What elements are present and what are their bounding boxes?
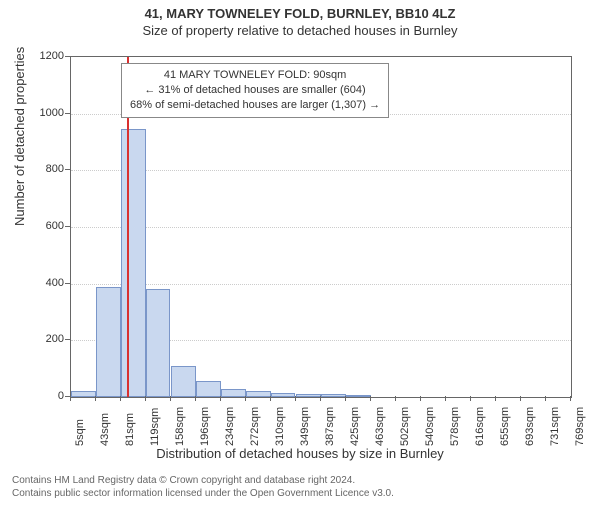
histogram-bar [96, 287, 121, 398]
histogram-bar [346, 395, 371, 397]
xtick-label: 158sqm [174, 407, 186, 446]
xtick-label: 5sqm [74, 419, 86, 446]
histogram-bar [71, 391, 96, 397]
xtick-label: 349sqm [299, 407, 311, 446]
ytick-mark [65, 169, 70, 170]
histogram-bar [246, 391, 271, 397]
gridline-h [71, 227, 571, 228]
ytick-mark [65, 339, 70, 340]
xtick-label: 234sqm [224, 407, 236, 446]
histogram-bar [271, 393, 296, 397]
xtick-mark [370, 396, 371, 401]
xtick-mark [495, 396, 496, 401]
xtick-mark [470, 396, 471, 401]
ytick-label: 0 [58, 390, 64, 402]
ytick-label: 600 [46, 220, 64, 232]
xtick-label: 540sqm [424, 407, 436, 446]
histogram-bar [121, 129, 146, 397]
footer-credits: Contains HM Land Registry data © Crown c… [12, 474, 394, 500]
xtick-label: 578sqm [449, 407, 461, 446]
ytick-mark [65, 226, 70, 227]
annotation-line-1: 41 MARY TOWNELEY FOLD: 90sqm [130, 68, 380, 83]
ytick-mark [65, 283, 70, 284]
xtick-mark [445, 396, 446, 401]
histogram-bar [171, 366, 196, 397]
ytick-mark [65, 113, 70, 114]
xtick-label: 425sqm [349, 407, 361, 446]
ytick-label: 800 [46, 163, 64, 175]
xtick-mark [570, 396, 571, 401]
x-axis-label: Distribution of detached houses by size … [0, 446, 600, 461]
xtick-label: 731sqm [549, 407, 561, 446]
xtick-mark [95, 396, 96, 401]
ytick-label: 400 [46, 277, 64, 289]
ytick-mark [65, 56, 70, 57]
ytick-label: 200 [46, 333, 64, 345]
xtick-label: 463sqm [374, 407, 386, 446]
ytick-label: 1000 [40, 107, 64, 119]
xtick-mark [120, 396, 121, 401]
xtick-mark [70, 396, 71, 401]
xtick-mark [420, 396, 421, 401]
footer-line-2: Contains public sector information licen… [12, 487, 394, 500]
gridline-h [71, 284, 571, 285]
xtick-label: 693sqm [524, 407, 536, 446]
xtick-mark [320, 396, 321, 401]
histogram-bar [221, 389, 246, 398]
xtick-label: 502sqm [399, 407, 411, 446]
xtick-mark [520, 396, 521, 401]
xtick-label: 769sqm [574, 407, 586, 446]
xtick-mark [395, 396, 396, 401]
histogram-bar [196, 381, 221, 397]
annotation-box: 41 MARY TOWNELEY FOLD: 90sqm ← 31% of de… [121, 63, 389, 118]
histogram-bar [321, 394, 346, 397]
ytick-label: 1200 [40, 50, 64, 62]
xtick-mark [295, 396, 296, 401]
xtick-label: 616sqm [474, 407, 486, 446]
annotation-line-2: ← 31% of detached houses are smaller (60… [130, 83, 380, 98]
xtick-label: 43sqm [99, 413, 111, 446]
xtick-mark [270, 396, 271, 401]
histogram-bar [296, 394, 321, 397]
footer-line-1: Contains HM Land Registry data © Crown c… [12, 474, 394, 487]
xtick-label: 81sqm [124, 413, 136, 446]
title-main: 41, MARY TOWNELEY FOLD, BURNLEY, BB10 4L… [0, 6, 600, 21]
xtick-mark [145, 396, 146, 401]
xtick-mark [545, 396, 546, 401]
xtick-mark [345, 396, 346, 401]
histogram-bar [146, 289, 171, 397]
title-sub: Size of property relative to detached ho… [0, 23, 600, 38]
chart-area: 41 MARY TOWNELEY FOLD: 90sqm ← 31% of de… [70, 56, 570, 396]
xtick-label: 119sqm [149, 408, 161, 446]
xtick-mark [220, 396, 221, 401]
xtick-label: 272sqm [249, 407, 261, 446]
xtick-label: 310sqm [274, 407, 286, 446]
xtick-label: 196sqm [199, 407, 211, 446]
figure-container: 41, MARY TOWNELEY FOLD, BURNLEY, BB10 4L… [0, 6, 600, 506]
xtick-mark [195, 396, 196, 401]
xtick-label: 655sqm [499, 407, 511, 446]
xtick-mark [245, 396, 246, 401]
annotation-line-3: 68% of semi-detached houses are larger (… [130, 98, 380, 113]
y-axis-label: Number of detached properties [12, 47, 27, 226]
plot-region: 41 MARY TOWNELEY FOLD: 90sqm ← 31% of de… [70, 56, 572, 398]
xtick-mark [170, 396, 171, 401]
gridline-h [71, 170, 571, 171]
xtick-label: 387sqm [324, 407, 336, 446]
